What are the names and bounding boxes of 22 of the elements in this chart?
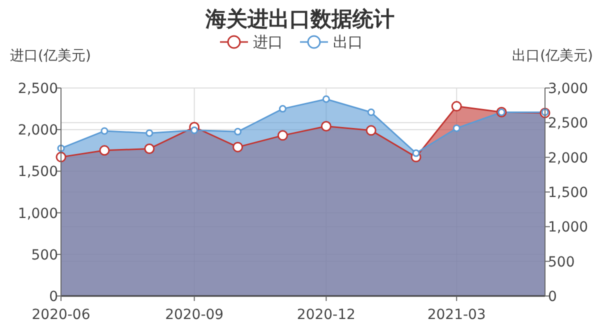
legend-label: 出口 bbox=[333, 33, 363, 51]
y2-tick-label: 2,000 bbox=[548, 150, 588, 166]
y2-axis-title: 出口(亿美元) bbox=[512, 48, 593, 64]
y2-tick-label: 3,000 bbox=[548, 81, 588, 97]
chart-title: 海关进出口数据统计 bbox=[204, 7, 394, 31]
y-tick-label: 2,500 bbox=[18, 81, 58, 97]
y-tick-label: 1,500 bbox=[18, 164, 58, 180]
y-tick-label: 2,000 bbox=[18, 122, 58, 139]
y2-tick-label: 2,500 bbox=[548, 116, 588, 132]
x-tick-label: 2021-03 bbox=[427, 307, 486, 323]
y2-tick-label: 1,000 bbox=[548, 220, 588, 236]
y-tick-label: 1,000 bbox=[18, 206, 58, 222]
legend-label: 进口 bbox=[253, 33, 283, 51]
y-tick-label: 0 bbox=[49, 289, 58, 305]
x-tick-label: 2020-06 bbox=[32, 307, 90, 323]
x-tick-label: 2020-12 bbox=[296, 307, 356, 323]
y2-tick-label: 500 bbox=[548, 254, 575, 270]
y2-tick-label: 1,500 bbox=[548, 185, 588, 201]
y-tick-label: 500 bbox=[31, 247, 58, 264]
y-axis-title: 进口(亿美元) bbox=[10, 48, 91, 64]
y2-tick-label: 0 bbox=[548, 289, 557, 305]
x-tick-label: 2020-09 bbox=[165, 307, 224, 323]
